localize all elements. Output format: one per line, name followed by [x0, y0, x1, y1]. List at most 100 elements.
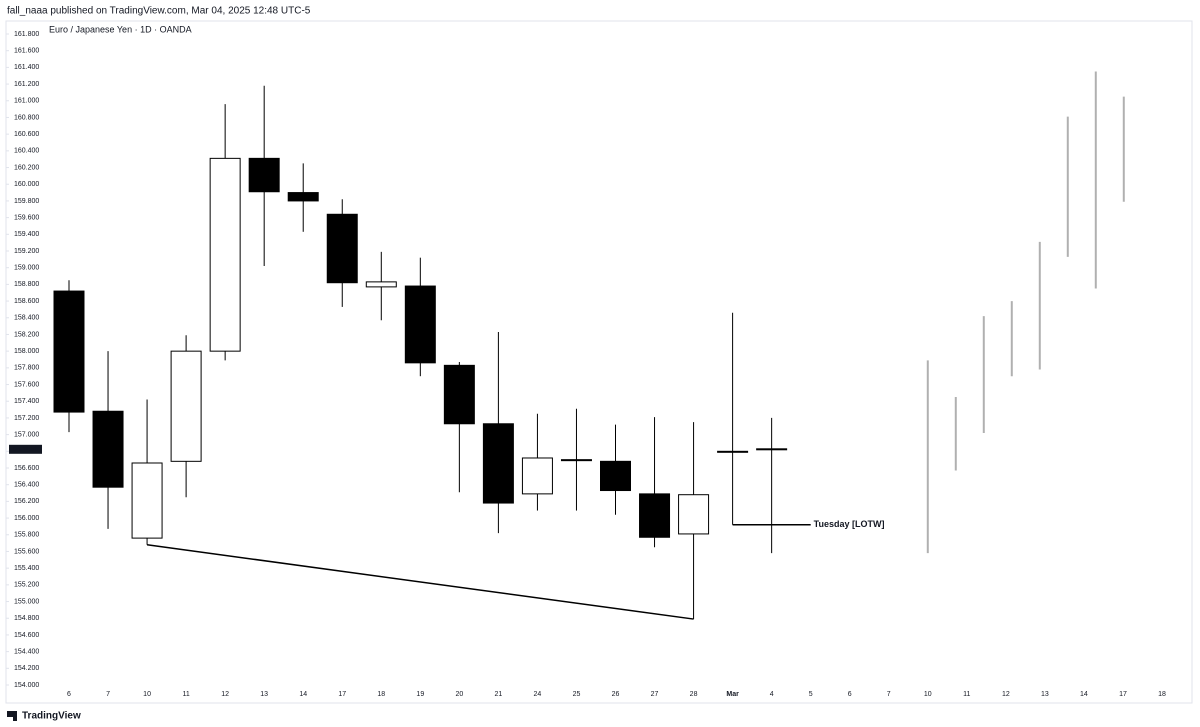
y-tick-label: 155.200 [14, 582, 39, 589]
candle-body [443, 364, 475, 425]
candle-body [248, 157, 280, 193]
candle-body [521, 457, 553, 495]
candle-body [209, 157, 241, 352]
trendline [146, 544, 694, 620]
candle-body [560, 459, 592, 462]
logo-mark [7, 711, 15, 717]
y-tick-label: 157.800 [14, 365, 39, 372]
candle-body [131, 462, 163, 539]
x-tick-label: 6 [67, 691, 71, 698]
y-tick-label: 158.600 [14, 298, 39, 305]
x-tick-label: 13 [260, 691, 268, 698]
candle-body [717, 450, 749, 453]
x-tick-label: Mar [726, 691, 739, 698]
candle-body [404, 285, 436, 364]
x-tick-label: 25 [573, 691, 581, 698]
chart-title: Euro / Japanese Yen · 1D · OANDA [49, 24, 192, 34]
y-tick-label: 156.000 [14, 515, 39, 522]
y-tick-label: 159.400 [14, 231, 39, 238]
y-tick-label: 155.400 [14, 565, 39, 572]
y-tick-label: 156.200 [14, 498, 39, 505]
y-tick-label: 157.200 [14, 415, 39, 422]
x-tick-label: 4 [770, 691, 774, 698]
x-tick-label: 18 [1158, 691, 1166, 698]
header: fall_naaa published on TradingView.com, … [7, 6, 311, 17]
footer: TradingView [22, 711, 81, 722]
y-tick-label: 158.000 [14, 348, 39, 355]
y-tick-label: 155.000 [14, 598, 39, 605]
candle-body [287, 192, 319, 202]
candle-body [639, 493, 671, 538]
y-tick-label: 154.000 [14, 682, 39, 689]
x-tick-label: 6 [848, 691, 852, 698]
x-tick-label: 14 [1080, 691, 1088, 698]
y-tick-label: 154.400 [14, 648, 39, 655]
x-tick-label: 13 [1041, 691, 1049, 698]
y-tick-label: 155.600 [14, 548, 39, 555]
x-tick-label: 17 [338, 691, 346, 698]
y-tick-label: 157.000 [14, 431, 39, 438]
candle-body [600, 460, 631, 492]
candle-body [92, 410, 124, 488]
y-tick-label: 159.800 [14, 198, 39, 205]
candle-body [365, 281, 397, 288]
x-tick-label: 5 [809, 691, 813, 698]
candle-body [326, 213, 358, 284]
y-tick-label: 156.600 [14, 465, 39, 472]
candle-body [482, 423, 514, 504]
y-tick-label: 161.600 [14, 48, 39, 55]
y-tick-label: 159.600 [14, 214, 39, 221]
y-tick-label: 160.000 [14, 181, 39, 188]
y-tick-label: 160.800 [14, 114, 39, 121]
y-tick-label: 156.400 [14, 482, 39, 489]
lotw-label: Tuesday [LOTW] [814, 519, 885, 529]
y-tick-label: 154.800 [14, 615, 39, 622]
y-tick-label: 154.200 [14, 665, 39, 672]
footer-logo: TradingView [7, 711, 81, 722]
y-tick-label: 158.200 [14, 331, 39, 338]
y-tick-label: 161.000 [14, 98, 39, 105]
y-tick-label: 159.200 [14, 248, 39, 255]
x-tick-label: 12 [221, 691, 229, 698]
y-tick-label: 161.400 [14, 64, 39, 71]
x-tick-label: 17 [1119, 691, 1127, 698]
x-tick-label: 24 [534, 691, 542, 698]
x-tick-label: 11 [182, 691, 189, 698]
x-tick-label: 12 [1002, 691, 1010, 698]
y-tick-label: 159.000 [14, 265, 39, 272]
y-tick-label: 158.400 [14, 315, 39, 322]
y-tick-label: 161.800 [14, 31, 39, 38]
x-tick-label: 26 [612, 691, 620, 698]
x-tick-label: 11 [963, 691, 970, 698]
x-tick-label: 20 [455, 691, 463, 698]
y-tick-label: 155.800 [14, 532, 39, 539]
y-tick-label: 157.600 [14, 381, 39, 388]
candle-body [756, 448, 788, 451]
countdown-badge [9, 444, 42, 454]
x-tick-label: 21 [494, 691, 502, 698]
x-tick-label: 7 [106, 691, 110, 698]
y-tick-label: 157.400 [14, 398, 39, 405]
x-tick-label: 27 [651, 691, 659, 698]
chart-frame [5, 20, 1193, 704]
y-tick-label: 160.600 [14, 131, 39, 138]
x-tick-label: 14 [299, 691, 307, 698]
y-tick-label: 161.200 [14, 81, 39, 88]
x-tick-label: 19 [416, 691, 424, 698]
x-tick-label: 18 [377, 691, 385, 698]
logo-mark [13, 711, 17, 721]
y-tick-label: 160.200 [14, 164, 39, 171]
x-tick-label: 10 [924, 691, 932, 698]
y-tick-label: 154.600 [14, 632, 39, 639]
x-tick-label: 7 [887, 691, 891, 698]
y-tick-label: 158.800 [14, 281, 39, 288]
candle-body [678, 494, 710, 535]
y-tick-label: 160.400 [14, 148, 39, 155]
countdown: 04:11:56 [13, 446, 38, 453]
candle-body [53, 290, 85, 413]
candle-body [170, 350, 202, 462]
x-tick-label: 28 [690, 691, 698, 698]
x-tick-label: 10 [143, 691, 151, 698]
